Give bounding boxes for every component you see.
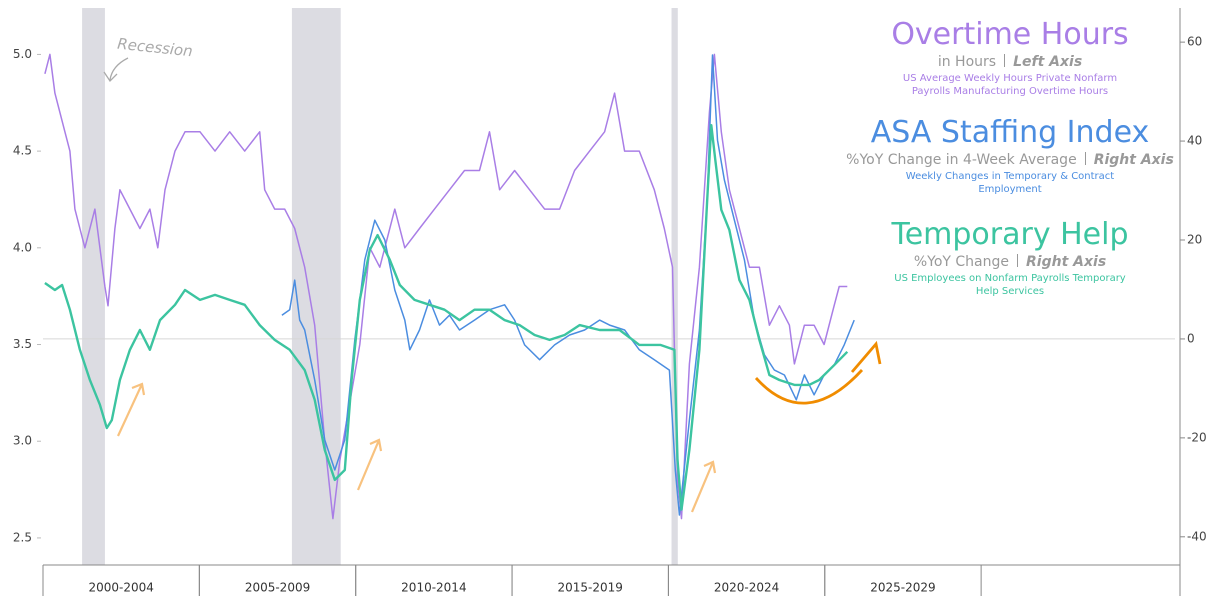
trend-arrows <box>117 382 717 513</box>
x-tick-label: 2015-2019 <box>558 581 623 595</box>
series-line <box>44 124 849 511</box>
legend-entry: ASA Staffing Index %YoY Change in 4-Week … <box>830 116 1190 196</box>
x-tick-label: 2020-2024 <box>714 581 779 595</box>
legend-name: Overtime Hours <box>891 17 1129 52</box>
y-tick-label: 2.5 <box>13 530 32 544</box>
y2-tick-label: -40 <box>1187 529 1207 543</box>
y-tick-label: 4.5 <box>13 144 32 158</box>
legend-unit: in Hours Left Axis <box>830 52 1190 72</box>
unit-note: %YoY Change <box>913 254 1010 270</box>
separator <box>1004 54 1006 67</box>
legend-unit: %YoY Change in 4-Week Average Right Axis <box>830 150 1190 170</box>
legend-description: US Employees on Nonfarm Payrolls Tempora… <box>894 273 1126 297</box>
axis-note: Right Axis <box>1026 254 1107 270</box>
recession-pointer <box>103 57 129 83</box>
y-tick-label: 3.5 <box>13 337 32 351</box>
x-tick-label: 2025-2029 <box>870 581 935 595</box>
x-tick-label: 2000-2004 <box>88 581 153 595</box>
legend-entry: Overtime Hours in Hours Left Axis US Averag… <box>830 18 1190 98</box>
y2-tick-label: 0 <box>1187 331 1195 345</box>
axis-note: Right Axis <box>1093 152 1174 168</box>
legend-description: US Average Weekly Hours Private Nonfarm … <box>902 73 1118 97</box>
y-tick-label: 3.0 <box>13 434 32 448</box>
series-line <box>281 54 855 516</box>
recession-band <box>291 8 341 565</box>
legend-description: Weekly Changes in Temporary & Contract E… <box>905 171 1115 195</box>
x-tick-label: 2005-2009 <box>245 581 310 595</box>
unit-note: %YoY Change in 4-Week Average <box>846 152 1077 168</box>
recovery-arrow <box>754 340 882 405</box>
recession-band <box>82 8 105 565</box>
y2-tick-label: -20 <box>1187 430 1207 444</box>
separator <box>1017 254 1019 267</box>
legend-name: Temporary Help <box>891 217 1129 252</box>
legend-unit: %YoY Change Right Axis <box>830 252 1190 272</box>
legend-name: ASA Staffing Index <box>870 115 1150 150</box>
recession-band <box>671 8 678 565</box>
y2-tick-label: 20 <box>1187 233 1202 247</box>
unit-note: in Hours <box>937 54 997 70</box>
y-tick-label: 5.0 <box>13 47 32 61</box>
separator <box>1084 152 1086 165</box>
legend-entry: Temporary Help %YoY Change Right Axis US Em… <box>830 218 1190 298</box>
y-tick-label: 4.0 <box>13 240 32 254</box>
recession-label: Recession <box>117 35 194 61</box>
axis-note: Left Axis <box>1013 54 1083 70</box>
x-tick-label: 2010-2014 <box>401 581 466 595</box>
series-line <box>44 53 848 520</box>
y2-tick-label: 40 <box>1187 134 1202 148</box>
y2-tick-label: 60 <box>1187 35 1202 49</box>
